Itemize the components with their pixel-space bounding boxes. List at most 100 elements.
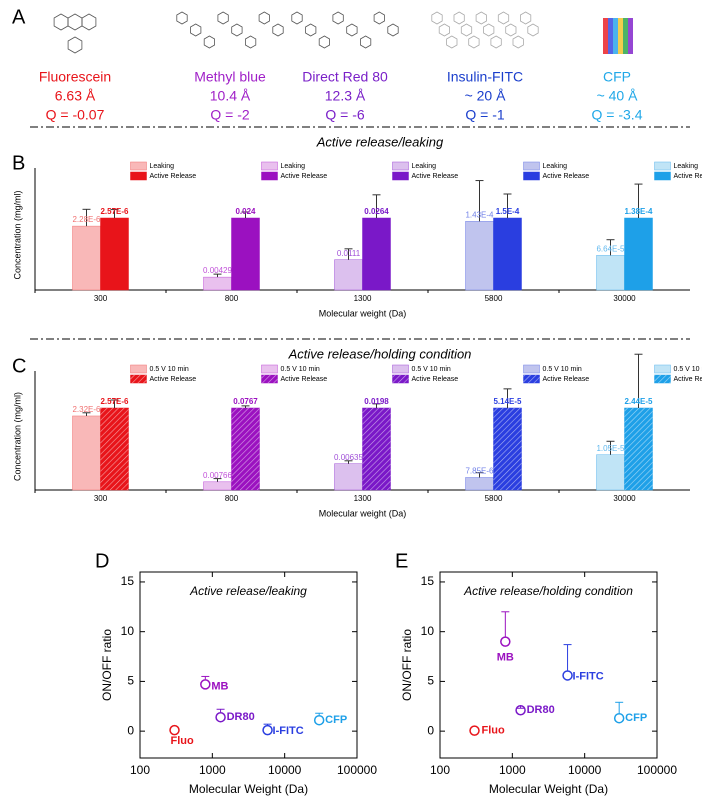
legend-swatch bbox=[654, 171, 671, 181]
molecule-structure bbox=[217, 11, 229, 25]
legend-label: Active Release bbox=[674, 376, 702, 383]
molecule-structure bbox=[497, 11, 510, 25]
bar bbox=[465, 477, 494, 491]
value-label: 7.85E-6 bbox=[465, 467, 494, 476]
legend-swatch bbox=[130, 161, 147, 171]
molecule-structure bbox=[490, 35, 502, 49]
bar bbox=[100, 217, 129, 291]
molecule-charge: Q = -2 bbox=[210, 107, 250, 123]
molecule-structure bbox=[373, 11, 385, 25]
point bbox=[613, 712, 625, 724]
value-label: 6.64E-5 bbox=[596, 244, 625, 253]
annotation: Active release/leaking bbox=[189, 584, 307, 598]
legend-label: Leaking bbox=[150, 163, 175, 170]
molecule-structure bbox=[272, 23, 284, 37]
molecule-structure bbox=[190, 23, 202, 37]
legend-label: 0.5 V 10 min bbox=[281, 366, 320, 373]
molecule-charge: Q = -1 bbox=[465, 107, 505, 123]
panel-label: C bbox=[12, 355, 26, 377]
molecule-charge: Q = -0.07 bbox=[46, 107, 105, 123]
value-label: 0.00429 bbox=[203, 266, 232, 275]
legend-swatch bbox=[654, 161, 671, 171]
divider-text: Active release/holding condition bbox=[288, 346, 472, 361]
y-axis-label: ON/OFF ratio bbox=[100, 629, 114, 701]
molecule-size: 6.63 Å bbox=[55, 88, 96, 104]
point-label: Fluo bbox=[171, 735, 194, 747]
point-label: MB bbox=[497, 652, 514, 664]
value-label: 0.00635 bbox=[334, 453, 363, 462]
legend-label: Leaking bbox=[674, 163, 699, 170]
point bbox=[500, 636, 511, 647]
legend-swatch bbox=[261, 161, 278, 171]
legend-label: Leaking bbox=[412, 163, 437, 170]
value-label: 2.32E-6 bbox=[72, 405, 101, 414]
value-label: 0.00766 bbox=[203, 471, 232, 480]
molecule-structure bbox=[520, 11, 532, 25]
legend-label: Active Release bbox=[674, 173, 702, 180]
x-tick-label: 300 bbox=[94, 494, 108, 503]
bar bbox=[203, 481, 232, 491]
molecule-structure bbox=[258, 11, 270, 25]
bar bbox=[596, 454, 625, 491]
point-label: Fluo bbox=[482, 725, 505, 737]
molecule-structure bbox=[244, 35, 257, 49]
legend-swatch bbox=[523, 171, 540, 181]
x-axis-label: Molecular Weight (Da) bbox=[189, 782, 308, 796]
bar bbox=[334, 463, 363, 491]
legend-swatch bbox=[261, 364, 278, 374]
x-tick-label: 30000 bbox=[613, 494, 636, 503]
molecule-structure bbox=[305, 23, 317, 37]
molecule-structure bbox=[623, 18, 628, 54]
legend-label: Active Release bbox=[543, 376, 590, 383]
x-tick-label: 100 bbox=[430, 763, 450, 777]
molecule-structure bbox=[332, 11, 344, 25]
bar bbox=[231, 217, 260, 291]
value-label: 0.0198 bbox=[364, 397, 389, 406]
x-tick-label: 100000 bbox=[337, 763, 377, 777]
bar bbox=[72, 225, 101, 291]
molecule-name: Fluorescein bbox=[39, 69, 111, 85]
x-tick-label: 30000 bbox=[613, 294, 636, 303]
molecule-structure bbox=[67, 36, 83, 54]
legend-swatch bbox=[523, 364, 540, 374]
x-tick-label: 100000 bbox=[637, 763, 677, 777]
value-label: 2.28E-6 bbox=[72, 215, 101, 224]
legend-label: Active Release bbox=[150, 173, 197, 180]
point bbox=[469, 725, 480, 736]
bar bbox=[72, 415, 101, 491]
hatch bbox=[523, 375, 540, 383]
molecule-structure bbox=[475, 11, 487, 25]
hatch bbox=[100, 408, 129, 490]
x-tick-label: 5800 bbox=[485, 494, 503, 503]
hatch bbox=[362, 408, 391, 490]
molecule-name: CFP bbox=[603, 69, 631, 85]
legend-label: 0.5 V 10 min bbox=[674, 366, 702, 373]
molecule-size: 12.3 Å bbox=[325, 88, 366, 104]
panel-label: D bbox=[95, 550, 109, 572]
bar bbox=[362, 217, 391, 291]
y-axis-label: ON/OFF ratio bbox=[400, 629, 414, 701]
value-label: 1.38E-4 bbox=[624, 207, 653, 216]
hatch bbox=[493, 408, 522, 490]
x-tick-label: 1000 bbox=[499, 763, 526, 777]
molecule-structure bbox=[359, 35, 372, 49]
molecule-structure bbox=[431, 11, 443, 25]
legend-label: Leaking bbox=[281, 163, 306, 170]
molecule-name: Insulin-FITC bbox=[447, 69, 523, 85]
value-label: 2.44E-5 bbox=[624, 397, 653, 406]
molecule-charge: Q = -6 bbox=[325, 107, 365, 123]
x-tick-label: 1300 bbox=[354, 494, 372, 503]
legend-label: Active Release bbox=[150, 376, 197, 383]
value-label: 2.57E-6 bbox=[100, 207, 129, 216]
x-tick-label: 800 bbox=[225, 494, 239, 503]
legend-label: Active Release bbox=[412, 173, 459, 180]
molecule-structure bbox=[512, 35, 524, 49]
legend-swatch bbox=[261, 171, 278, 181]
molecule-structure bbox=[346, 23, 358, 37]
x-tick-label: 800 bbox=[225, 294, 239, 303]
point bbox=[515, 705, 526, 716]
legend-label: Leaking bbox=[543, 163, 568, 170]
plot-frame bbox=[139, 571, 358, 759]
